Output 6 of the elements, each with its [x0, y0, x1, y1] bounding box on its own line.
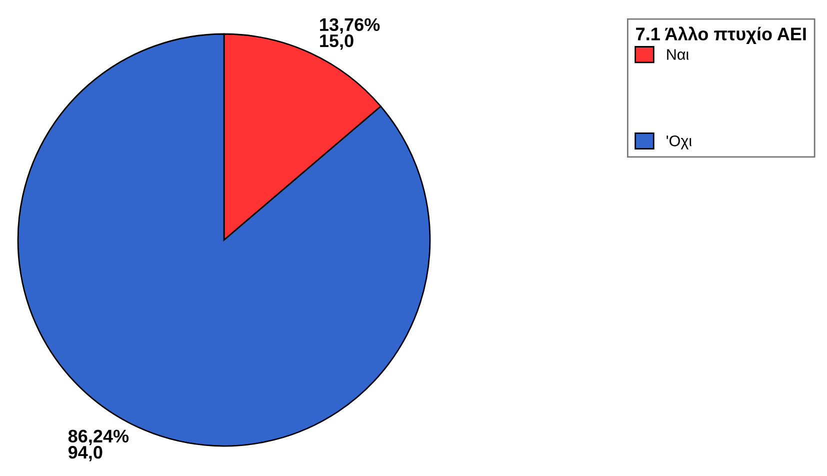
legend-label: 'Οχι	[666, 135, 692, 150]
legend-label: Ναι	[667, 49, 689, 60]
legend-title: 7.1 Άλλο πτυχίο ΑΕΙ	[636, 26, 806, 44]
data-label: 13,76% 15,0	[320, 18, 380, 50]
pie-slice	[17, 33, 431, 447]
data-label: 86,24% 94,0	[68, 430, 129, 462]
